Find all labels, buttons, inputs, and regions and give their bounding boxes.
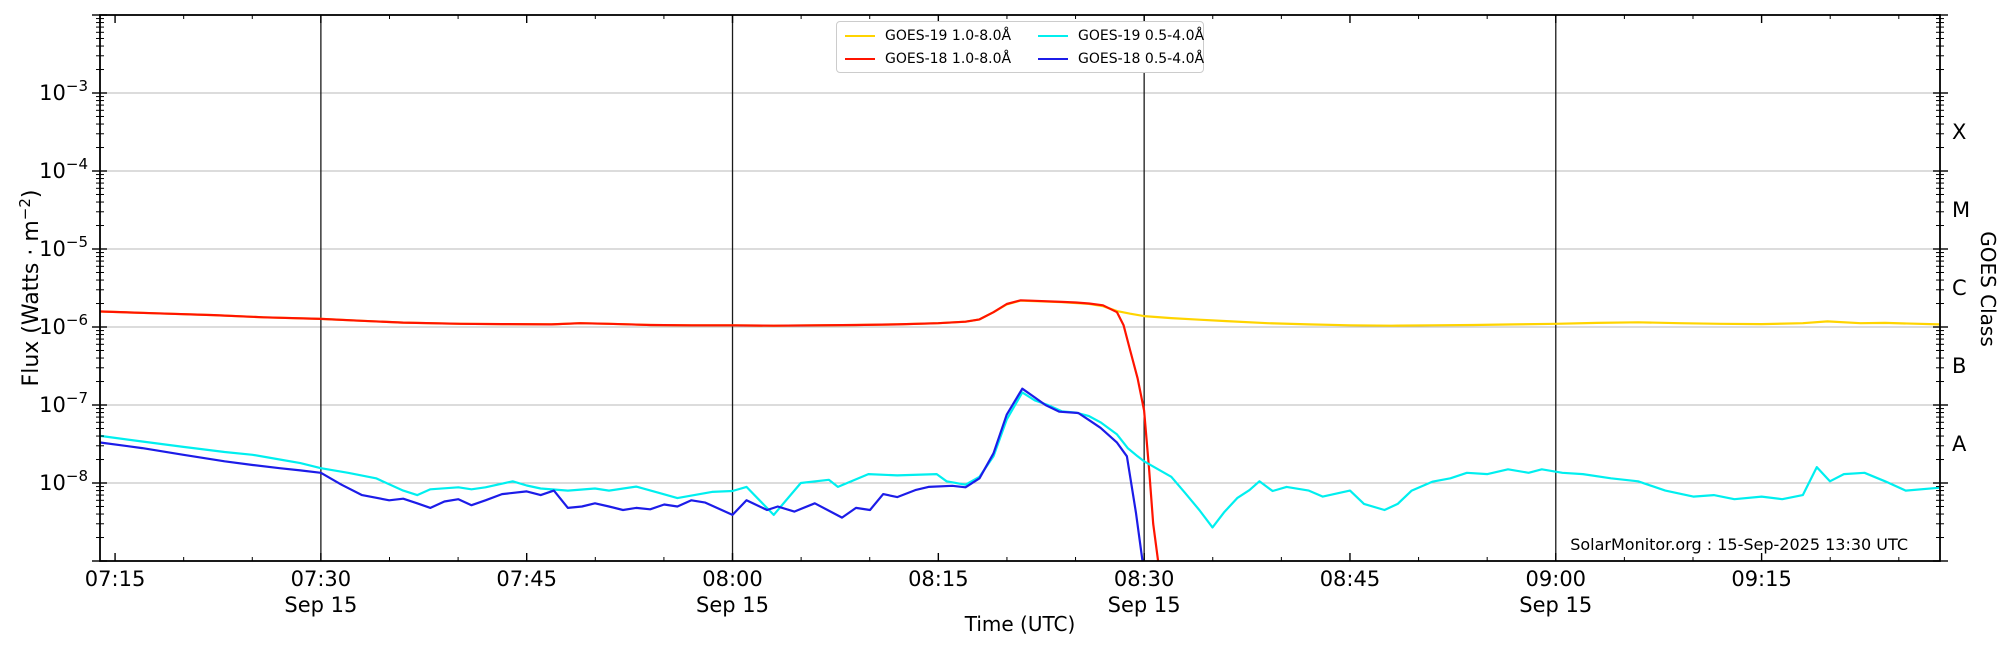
data-series <box>100 299 1940 561</box>
svg-text:08:15: 08:15 <box>908 567 969 591</box>
legend: GOES-19 1.0-8.0Å GOES-19 0.5-4.0Å GOES-1… <box>836 21 1204 73</box>
svg-text:07:15: 07:15 <box>85 567 146 591</box>
y-axis-title-exponent: −2 <box>15 198 34 221</box>
legend-line-sample-icon <box>845 34 875 37</box>
svg-text:Sep 15: Sep 15 <box>284 593 357 617</box>
svg-text:09:15: 09:15 <box>1731 567 1792 591</box>
svg-text:10−8: 10−8 <box>39 467 88 495</box>
svg-text:07:30: 07:30 <box>291 567 352 591</box>
legend-entry-goes18-short: GOES-18 0.5-4.0Å <box>1038 51 1204 67</box>
svg-text:08:45: 08:45 <box>1320 567 1381 591</box>
legend-label: GOES-18 1.0-8.0Å <box>885 50 1012 67</box>
y-axis-title-text: Flux (Watts · m <box>19 220 45 387</box>
svg-text:10−4: 10−4 <box>39 155 88 183</box>
svg-text:07:45: 07:45 <box>496 567 557 591</box>
legend-entry-goes19-long: GOES-19 1.0-8.0Å <box>845 28 1038 44</box>
svg-text:10−6: 10−6 <box>39 311 88 339</box>
legend-label: GOES-19 0.5-4.0Å <box>1078 27 1205 44</box>
svg-text:10−3: 10−3 <box>39 77 88 105</box>
legend-label: GOES-18 0.5-4.0Å <box>1078 50 1205 67</box>
svg-text:Sep 15: Sep 15 <box>1108 593 1181 617</box>
svg-text:10−7: 10−7 <box>39 389 88 417</box>
svg-text:09:00: 09:00 <box>1526 567 1587 591</box>
svg-text:08:30: 08:30 <box>1114 567 1175 591</box>
legend-entry-goes18-long: GOES-18 1.0-8.0Å <box>845 51 1038 67</box>
legend-entry-goes19-short: GOES-19 0.5-4.0Å <box>1038 28 1204 44</box>
source-timestamp-annotation: SolarMonitor.org : 15-Sep-2025 13:30 UTC <box>1570 535 1908 554</box>
axis-ticks <box>92 14 1948 562</box>
svg-text:C: C <box>1952 276 1967 300</box>
legend-line-sample-icon <box>845 57 875 60</box>
right-axis-title: GOES Class <box>1976 231 2000 347</box>
legend-line-sample-icon <box>1038 34 1068 37</box>
svg-text:Sep 15: Sep 15 <box>1519 593 1592 617</box>
legend-line-sample-icon <box>1038 57 1068 60</box>
svg-text:A: A <box>1952 432 1967 456</box>
y-axis-title: Flux (Watts · m−2) <box>16 190 44 387</box>
legend-label: GOES-19 1.0-8.0Å <box>885 27 1012 44</box>
plot-border <box>99 14 1941 562</box>
time-marker-lines <box>320 15 1557 561</box>
x-axis-title: Time (UTC) <box>964 612 1076 636</box>
svg-text:B: B <box>1952 354 1966 378</box>
svg-text:10−5: 10−5 <box>39 233 88 261</box>
goes-class-labels: X M C B A <box>1952 120 1970 456</box>
series-line-goes-18-0.5 <box>100 387 1144 561</box>
y-axis-title-close: ) <box>19 189 45 199</box>
y-gridlines <box>100 92 1940 484</box>
svg-text:M: M <box>1952 198 1970 222</box>
y-tick-labels: 10−3 10−4 10−5 10−6 10−7 10−8 <box>39 77 88 495</box>
svg-text:08:00: 08:00 <box>702 567 763 591</box>
series-line-goes-19-0.5 <box>100 391 1940 529</box>
series-line-goes-18-1.0 <box>100 299 1160 561</box>
svg-text:X: X <box>1952 120 1966 144</box>
svg-text:Sep 15: Sep 15 <box>696 593 769 617</box>
